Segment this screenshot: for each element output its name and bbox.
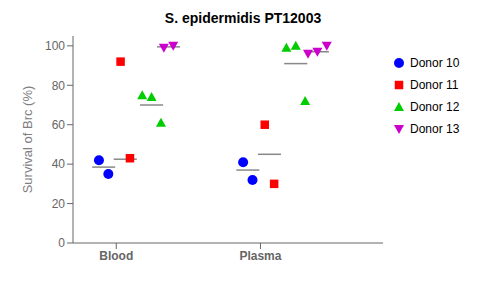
svg-text:Plasma: Plasma <box>239 249 281 263</box>
html-text:Donor 12: Donor 12 <box>410 100 460 114</box>
svg-text:60: 60 <box>52 118 66 132</box>
svg-text:20: 20 <box>52 197 66 211</box>
svg-text:100: 100 <box>45 39 65 53</box>
svg-text:80: 80 <box>52 79 66 93</box>
html-text:S. epidermidis PT12003: S. epidermidis PT12003 <box>164 10 322 26</box>
html-text:Donor 11: Donor 11 <box>410 78 459 92</box>
svg-text:0: 0 <box>58 236 65 250</box>
html-text:Donor 10: Donor 10 <box>410 56 460 70</box>
html-text:Donor 13: Donor 13 <box>410 122 460 136</box>
svg-text:Survival of Brc (%): Survival of Brc (%) <box>20 86 35 194</box>
svg-text:40: 40 <box>52 157 66 171</box>
svg-text:Blood: Blood <box>99 249 133 263</box>
